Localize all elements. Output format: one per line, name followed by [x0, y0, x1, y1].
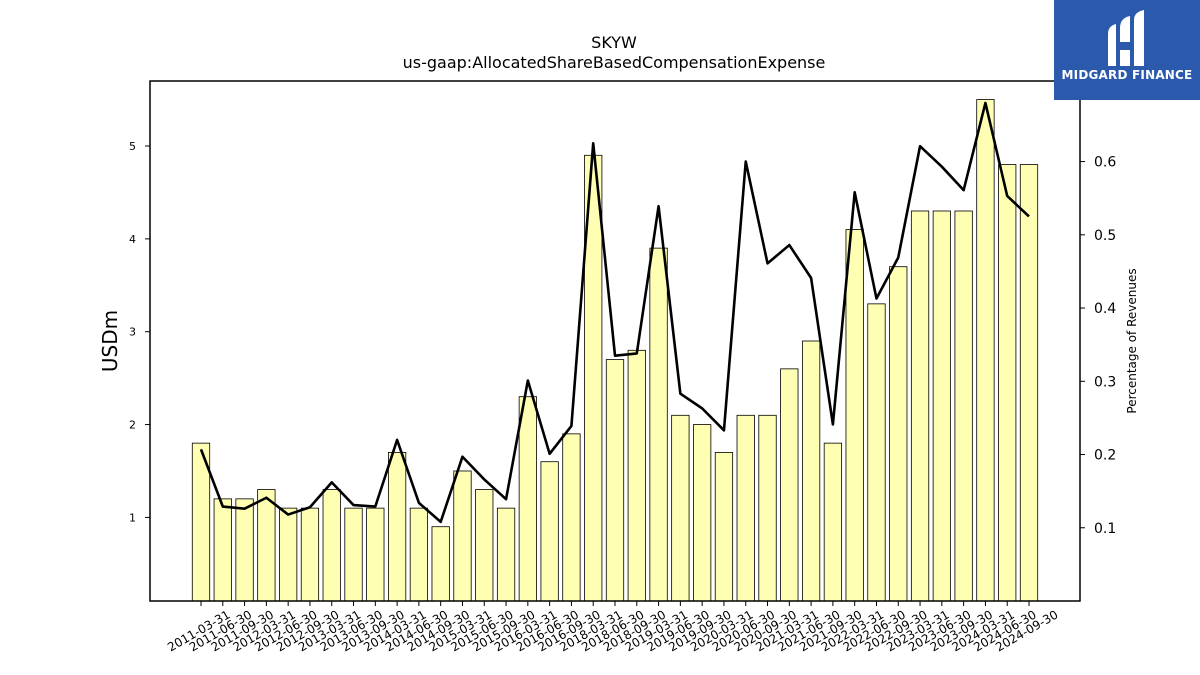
- bar-2012-06-30: [279, 507, 298, 602]
- bars-layer: [191, 99, 1039, 602]
- bar-2023-03-31: [910, 210, 930, 602]
- bar-2016-03-31: [518, 396, 537, 602]
- y-tick-label: 4: [129, 233, 136, 246]
- brand-name: MIDGARD FINANCE: [1061, 68, 1193, 82]
- bar-2024-09-30: [1019, 164, 1039, 602]
- bar-2015-03-31: [453, 470, 472, 602]
- percentage-line: [199, 101, 1030, 524]
- chart-subtitle: us-gaap:AllocatedShareBasedCompensationE…: [403, 53, 826, 72]
- bar-2022-09-30: [889, 266, 908, 602]
- bar-2021-06-30: [801, 340, 821, 602]
- line-layer: [199, 101, 1030, 524]
- bar-2023-06-30: [932, 210, 951, 602]
- bar-2018-09-30: [627, 349, 646, 602]
- x-axis: 2011-03-312011-06-302011-09-302012-03-31…: [165, 601, 1061, 654]
- y-axis-label: USDm: [98, 310, 122, 372]
- bar-2019-09-30: [693, 424, 712, 602]
- bar-2014-03-31: [387, 452, 407, 602]
- bar-2014-09-30: [431, 526, 450, 602]
- y-tick-label: 1: [129, 511, 136, 524]
- bar-2012-09-30: [300, 507, 320, 602]
- bar-2024-03-31: [976, 99, 995, 602]
- bar-2021-09-30: [823, 442, 843, 602]
- y2-tick-label: 0.6: [1094, 155, 1116, 171]
- bar-2013-09-30: [366, 507, 385, 602]
- bar-2011-06-30: [213, 498, 232, 602]
- bar-2012-03-31: [257, 489, 276, 602]
- bar-2015-09-30: [496, 507, 516, 602]
- bar-2019-03-31: [649, 247, 668, 602]
- bar-2013-06-30: [344, 507, 363, 602]
- y-axis-left: 1 2 3 4 5: [129, 140, 150, 524]
- bar-2014-06-30: [409, 507, 429, 602]
- bar-2018-06-30: [605, 359, 625, 602]
- y2-tick-label: 0.1: [1094, 521, 1116, 537]
- bar-2011-09-30: [235, 498, 254, 602]
- bar-2016-06-30: [540, 461, 559, 602]
- y2-tick-label: 0.4: [1094, 301, 1116, 317]
- bar-2020-09-30: [758, 414, 777, 602]
- y-tick-label: 3: [129, 326, 136, 339]
- bar-2020-06-30: [736, 414, 755, 602]
- y2-axis-label: Percentage of Revenues: [1125, 268, 1139, 413]
- y-tick-label: 5: [129, 140, 136, 153]
- chart-title: SKYW: [591, 33, 637, 52]
- bar-2016-09-30: [562, 433, 581, 602]
- y-axis-right: 0.1 0.2 0.3 0.4 0.5 0.6: [1080, 155, 1116, 537]
- bar-2015-06-30: [475, 489, 494, 602]
- bar-2020-03-31: [714, 452, 734, 602]
- bar-2019-06-30: [671, 414, 690, 602]
- y2-tick-label: 0.2: [1094, 448, 1116, 464]
- bar-2024-06-30: [998, 164, 1017, 602]
- bar-2022-03-31: [845, 229, 864, 602]
- y-tick-label: 2: [129, 419, 136, 432]
- midgard-logo-icon: [1108, 10, 1144, 66]
- brand-logo: MIDGARD FINANCE: [1054, 0, 1200, 100]
- y2-tick-label: 0.5: [1094, 228, 1116, 244]
- bar-2021-03-31: [780, 368, 799, 602]
- bar-2022-06-30: [867, 303, 886, 602]
- bar-2023-09-30: [954, 210, 973, 602]
- y2-tick-label: 0.3: [1094, 374, 1116, 390]
- bar-2013-03-31: [322, 489, 341, 602]
